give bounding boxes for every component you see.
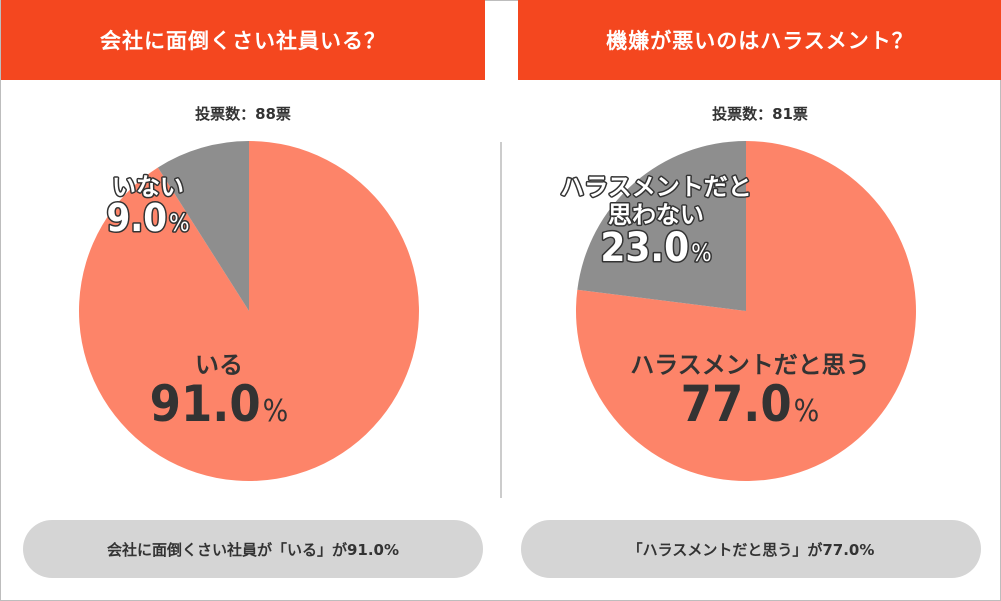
panel-title: 機嫌が悪いのはハラスメント？ [606, 29, 914, 53]
summary-pill: 会社に面倒くさい社員が「いる」が91.0% [23, 520, 483, 578]
vote-count: 投票数：88票 [195, 105, 291, 123]
slice-percent: 77.0% [681, 375, 820, 433]
slice-label-text: ハラスメントだと思う [630, 351, 870, 379]
panel-coworkers: 会社に面倒くさい社員いる？ 投票数：88票 いる 91.0% いない 9.0% 会社に… [1, 0, 485, 601]
panel-harassment: 機嫌が悪いのはハラスメント？ 投票数：81票 ハラスメントだと思う 77.0% ハラ… [518, 0, 1001, 601]
panel-title: 会社に面倒くさい社員いる？ [100, 29, 386, 53]
slice-percent: 91.0% [150, 375, 289, 433]
slice-label-text: いない [112, 173, 184, 201]
panel-header: 会社に面倒くさい社員いる？ [1, 0, 485, 80]
slice-percent: 9.0% [106, 196, 189, 240]
slice-percent: 23.0% [600, 225, 711, 271]
pie-slice [78, 141, 419, 481]
vote-count: 投票数：81票 [712, 105, 808, 123]
pie-slice [157, 141, 249, 311]
summary-pill: 「ハラスメントだと思う」が77.0% [521, 520, 981, 578]
panel-divider [500, 142, 502, 498]
pie-slice [575, 141, 916, 482]
summary-text: 「ハラスメントだと思う」が77.0% [627, 540, 875, 559]
slice-label-text: ハラスメントだと [560, 173, 752, 201]
summary-text: 会社に面倒くさい社員が「いる」が91.0% [106, 540, 400, 559]
panel-header: 機嫌が悪いのはハラスメント？ [518, 0, 1001, 80]
slice-label-text: いる [195, 351, 243, 379]
pie-slice [577, 141, 746, 311]
slice-label-text: 思わない [608, 201, 704, 229]
